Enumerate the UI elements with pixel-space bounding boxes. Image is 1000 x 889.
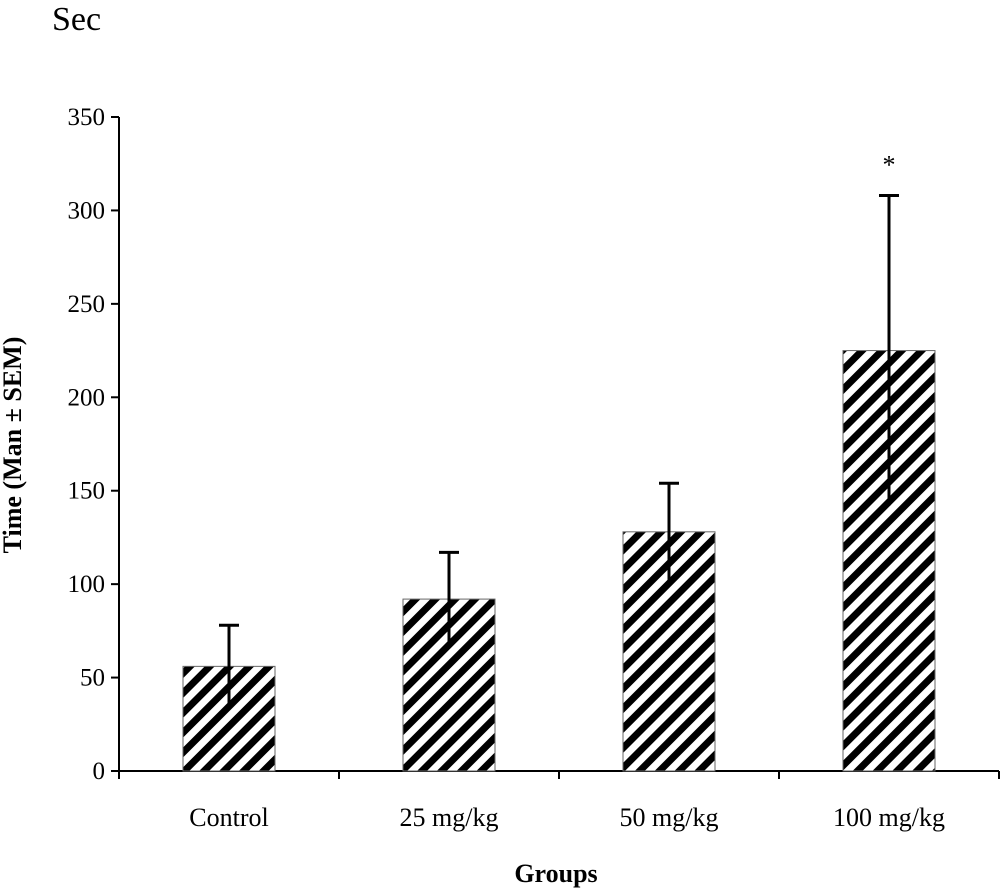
- unit-label: Sec: [52, 1, 101, 38]
- y-axis-title: Time (Man ± SEM): [0, 337, 27, 554]
- x-axis-title: Groups: [514, 859, 597, 888]
- y-tick-label: 0: [93, 758, 106, 785]
- x-tick-label: 50 mg/kg: [620, 803, 719, 832]
- y-tick-label: 300: [68, 197, 106, 224]
- x-tick-label: 100 mg/kg: [833, 803, 945, 832]
- y-tick-label: 150: [68, 478, 106, 505]
- plot-area: 0 50 100 150 200 250 300 350 Control 25 mg/kg 50 m…: [68, 104, 1000, 832]
- significance-marker: *: [883, 150, 896, 179]
- x-tick-label: 25 mg/kg: [400, 803, 499, 832]
- x-tick-label: Control: [189, 803, 268, 832]
- y-tick-label: 50: [80, 665, 105, 692]
- y-tick-label: 100: [68, 571, 106, 598]
- y-tick-label: 200: [68, 384, 106, 411]
- y-tick-label: 250: [68, 291, 106, 318]
- y-tick-label: 350: [68, 104, 106, 131]
